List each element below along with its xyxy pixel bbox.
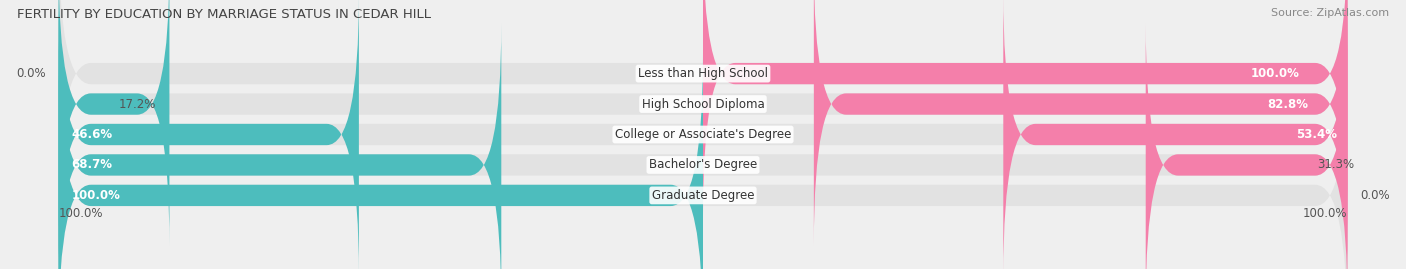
FancyBboxPatch shape xyxy=(1004,0,1347,269)
FancyBboxPatch shape xyxy=(59,0,1347,269)
Text: 100.0%: 100.0% xyxy=(59,207,103,220)
FancyBboxPatch shape xyxy=(1146,23,1347,269)
Text: 53.4%: 53.4% xyxy=(1296,128,1337,141)
FancyBboxPatch shape xyxy=(814,0,1347,246)
Text: College or Associate's Degree: College or Associate's Degree xyxy=(614,128,792,141)
FancyBboxPatch shape xyxy=(59,0,359,269)
FancyBboxPatch shape xyxy=(59,54,703,269)
Text: 82.8%: 82.8% xyxy=(1267,98,1309,111)
Text: Less than High School: Less than High School xyxy=(638,67,768,80)
Text: 100.0%: 100.0% xyxy=(1303,207,1347,220)
Text: 100.0%: 100.0% xyxy=(1251,67,1299,80)
Text: 46.6%: 46.6% xyxy=(72,128,112,141)
Text: 0.0%: 0.0% xyxy=(1361,189,1391,202)
Text: High School Diploma: High School Diploma xyxy=(641,98,765,111)
Text: 17.2%: 17.2% xyxy=(120,98,156,111)
FancyBboxPatch shape xyxy=(59,0,170,246)
Text: Bachelor's Degree: Bachelor's Degree xyxy=(650,158,756,171)
FancyBboxPatch shape xyxy=(59,54,1347,269)
FancyBboxPatch shape xyxy=(59,23,502,269)
Text: 31.3%: 31.3% xyxy=(1317,158,1354,171)
Text: Source: ZipAtlas.com: Source: ZipAtlas.com xyxy=(1271,8,1389,18)
FancyBboxPatch shape xyxy=(59,0,1347,215)
FancyBboxPatch shape xyxy=(59,0,1347,246)
FancyBboxPatch shape xyxy=(703,0,1347,215)
FancyBboxPatch shape xyxy=(59,23,1347,269)
Text: FERTILITY BY EDUCATION BY MARRIAGE STATUS IN CEDAR HILL: FERTILITY BY EDUCATION BY MARRIAGE STATU… xyxy=(17,8,430,21)
Text: 100.0%: 100.0% xyxy=(72,189,121,202)
Text: Graduate Degree: Graduate Degree xyxy=(652,189,754,202)
Text: 0.0%: 0.0% xyxy=(15,67,45,80)
Text: 68.7%: 68.7% xyxy=(72,158,112,171)
